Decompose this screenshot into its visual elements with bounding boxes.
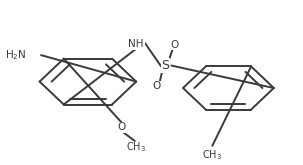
Text: O: O	[118, 122, 126, 132]
Text: S: S	[161, 59, 169, 72]
Text: O: O	[170, 40, 178, 50]
Text: CH$_3$: CH$_3$	[202, 148, 222, 162]
Text: O: O	[153, 81, 161, 91]
Text: NH: NH	[128, 39, 144, 49]
Text: H$_2$N: H$_2$N	[5, 48, 26, 62]
Text: CH$_3$: CH$_3$	[126, 140, 146, 154]
